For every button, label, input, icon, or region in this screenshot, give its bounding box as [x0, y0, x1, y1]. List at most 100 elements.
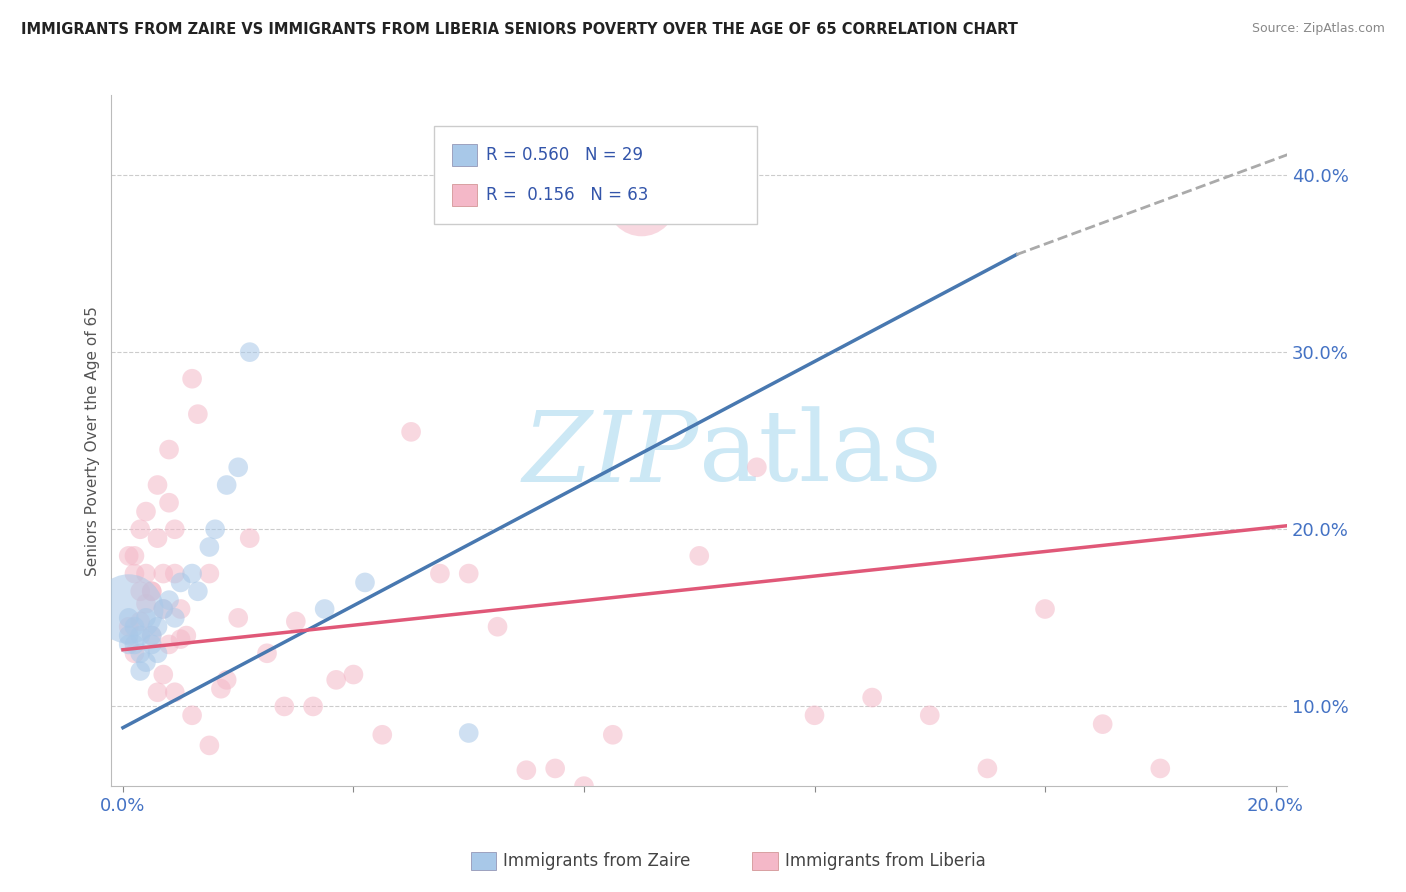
- Point: [176, 629, 198, 643]
- Point: [198, 540, 221, 554]
- Point: [129, 646, 152, 660]
- Point: [284, 615, 307, 629]
- Point: [429, 566, 451, 581]
- Point: [157, 442, 180, 457]
- Point: [163, 611, 186, 625]
- Point: [129, 522, 152, 536]
- Text: Source: ZipAtlas.com: Source: ZipAtlas.com: [1251, 22, 1385, 36]
- Point: [135, 611, 157, 625]
- Point: [163, 522, 186, 536]
- Point: [457, 726, 479, 740]
- Point: [124, 566, 146, 581]
- Point: [256, 646, 278, 660]
- Point: [124, 549, 146, 563]
- Text: Immigrants from Liberia: Immigrants from Liberia: [785, 852, 986, 870]
- Text: IMMIGRANTS FROM ZAIRE VS IMMIGRANTS FROM LIBERIA SENIORS POVERTY OVER THE AGE OF: IMMIGRANTS FROM ZAIRE VS IMMIGRANTS FROM…: [21, 22, 1018, 37]
- Text: ZIP: ZIP: [523, 407, 699, 502]
- Point: [302, 699, 325, 714]
- Point: [198, 566, 221, 581]
- Point: [181, 566, 204, 581]
- Point: [572, 779, 595, 793]
- Point: [141, 629, 163, 643]
- Point: [1149, 761, 1171, 775]
- Point: [129, 584, 152, 599]
- Point: [146, 478, 169, 492]
- Point: [129, 664, 152, 678]
- Point: [135, 566, 157, 581]
- Point: [146, 531, 169, 545]
- Point: [141, 584, 163, 599]
- Point: [187, 407, 209, 421]
- Point: [141, 584, 163, 599]
- Point: [602, 728, 624, 742]
- Point: [146, 646, 169, 660]
- Point: [124, 646, 146, 660]
- Point: [129, 629, 152, 643]
- Point: [325, 673, 347, 687]
- Point: [976, 761, 998, 775]
- Point: [135, 655, 157, 669]
- Point: [198, 739, 221, 753]
- Point: [342, 667, 364, 681]
- Point: [146, 685, 169, 699]
- Point: [918, 708, 941, 723]
- Point: [118, 629, 141, 643]
- Point: [226, 611, 249, 625]
- Point: [157, 637, 180, 651]
- Point: [135, 505, 157, 519]
- Point: [204, 522, 226, 536]
- Point: [399, 425, 422, 439]
- Point: [215, 478, 238, 492]
- Point: [118, 620, 141, 634]
- Point: [745, 460, 768, 475]
- Point: [152, 602, 174, 616]
- Point: [169, 602, 191, 616]
- Point: [803, 708, 825, 723]
- Point: [273, 699, 295, 714]
- Point: [239, 345, 262, 359]
- Point: [187, 584, 209, 599]
- Point: [169, 632, 191, 646]
- Point: [515, 763, 537, 777]
- Text: R = 0.560   N = 29: R = 0.560 N = 29: [485, 145, 643, 163]
- Point: [1033, 602, 1056, 616]
- Point: [157, 593, 180, 607]
- Point: [688, 549, 710, 563]
- Point: [118, 637, 141, 651]
- Point: [152, 566, 174, 581]
- Point: [215, 673, 238, 687]
- Text: R =  0.156   N = 63: R = 0.156 N = 63: [485, 186, 648, 203]
- Point: [124, 637, 146, 651]
- Point: [860, 690, 883, 705]
- Point: [118, 611, 141, 625]
- Point: [354, 575, 377, 590]
- Point: [457, 566, 479, 581]
- Text: Immigrants from Zaire: Immigrants from Zaire: [503, 852, 690, 870]
- Point: [135, 597, 157, 611]
- Point: [209, 681, 232, 696]
- Point: [129, 615, 152, 629]
- Point: [226, 460, 249, 475]
- Point: [630, 194, 652, 209]
- Point: [124, 620, 146, 634]
- Point: [181, 372, 204, 386]
- Point: [181, 708, 204, 723]
- Point: [141, 629, 163, 643]
- Point: [146, 620, 169, 634]
- Point: [118, 549, 141, 563]
- Y-axis label: Seniors Poverty Over the Age of 65: Seniors Poverty Over the Age of 65: [86, 306, 100, 575]
- Point: [169, 575, 191, 590]
- Point: [141, 637, 163, 651]
- Point: [314, 602, 336, 616]
- Point: [163, 685, 186, 699]
- Point: [1091, 717, 1114, 731]
- Point: [118, 602, 141, 616]
- Point: [152, 667, 174, 681]
- Point: [163, 566, 186, 581]
- Text: atlas: atlas: [699, 407, 942, 502]
- Point: [157, 496, 180, 510]
- Point: [544, 761, 567, 775]
- Point: [486, 620, 509, 634]
- Point: [239, 531, 262, 545]
- Point: [371, 728, 394, 742]
